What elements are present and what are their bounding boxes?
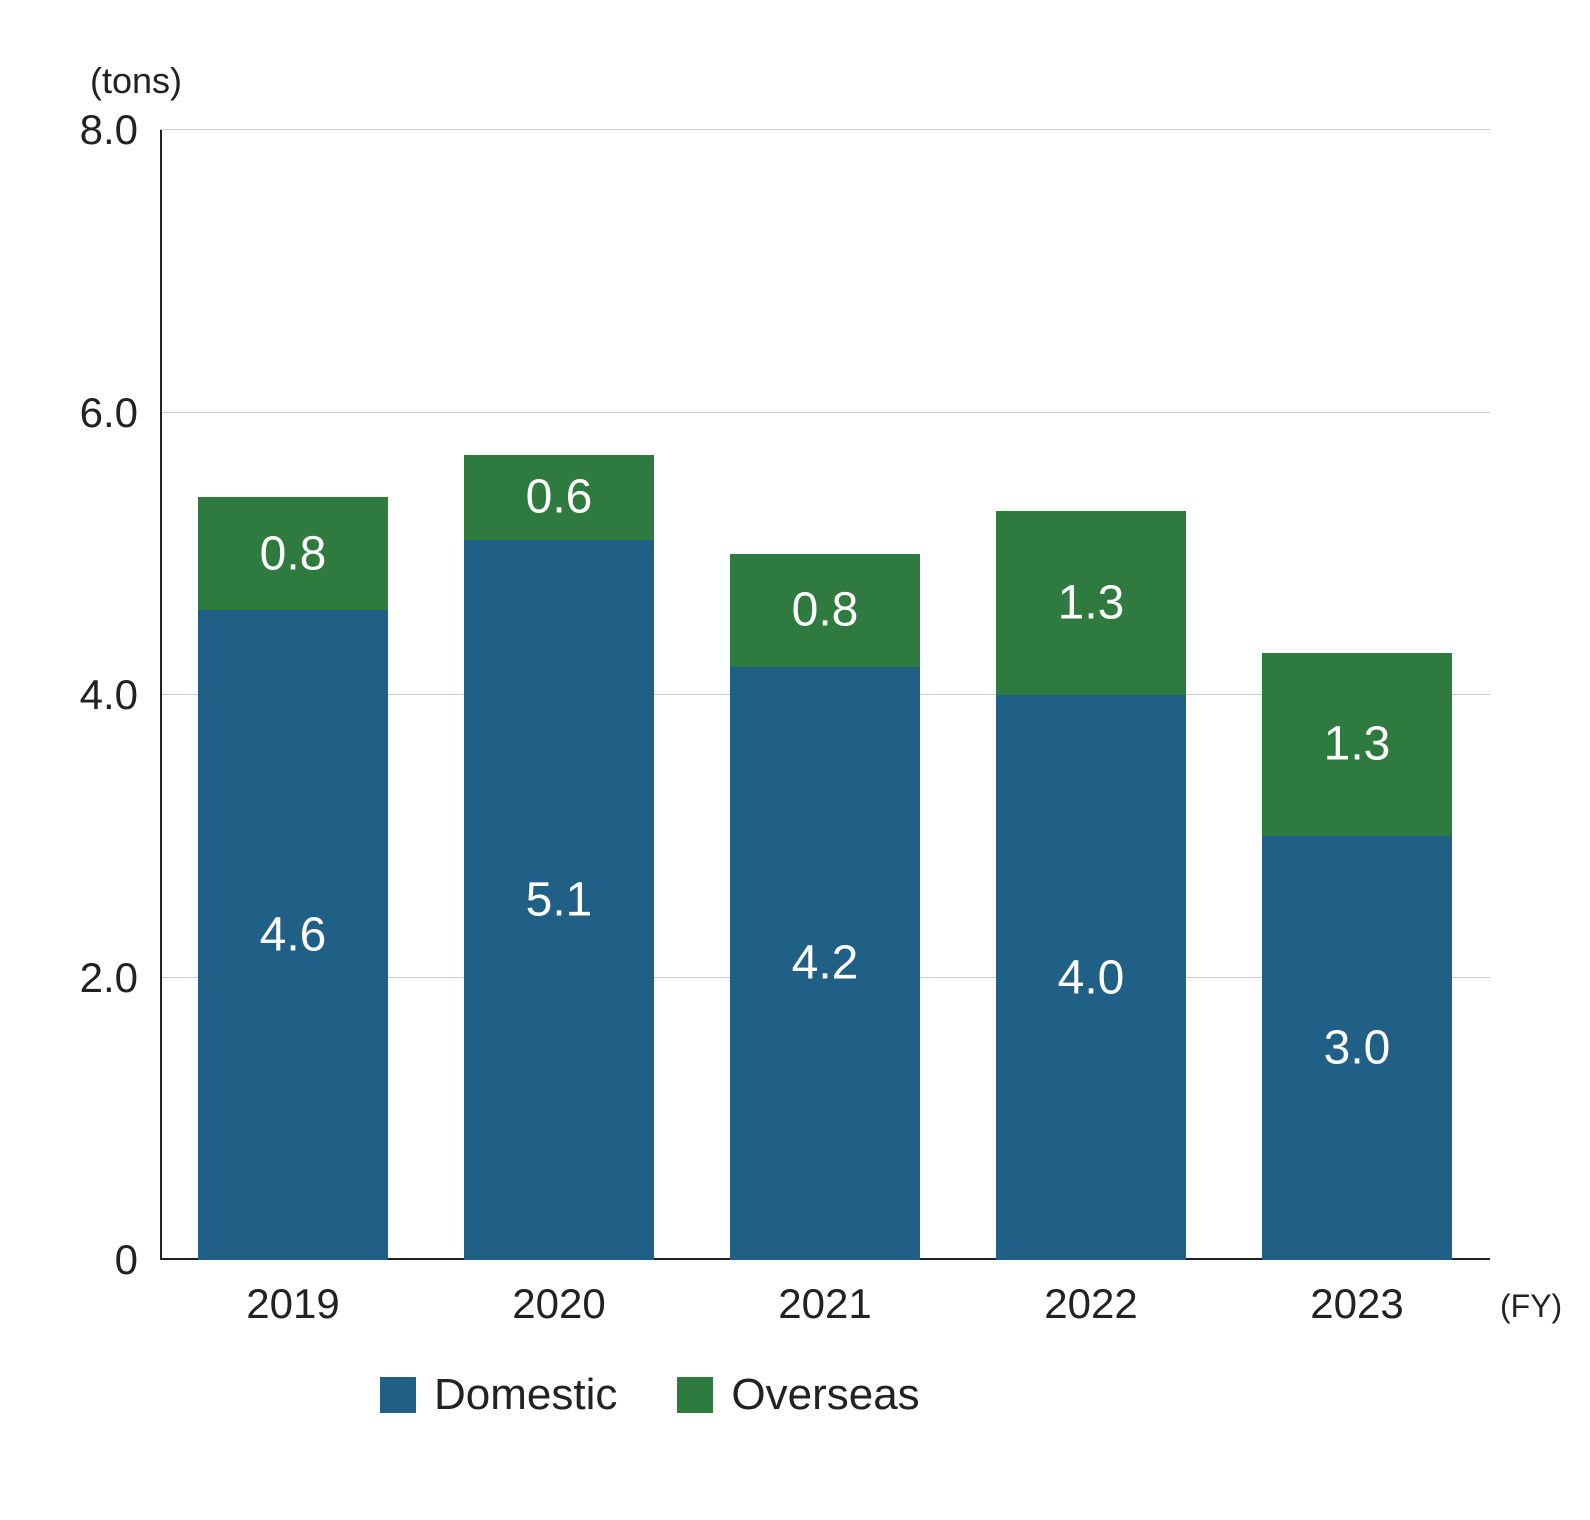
bar-segment-overseas bbox=[996, 511, 1186, 695]
bar-group: 3.01.3 bbox=[1262, 653, 1452, 1260]
y-axis-line bbox=[160, 130, 162, 1260]
y-tick-label: 4.0 bbox=[80, 671, 138, 719]
legend-item-overseas: Overseas bbox=[677, 1370, 919, 1420]
x-tick-label: 2020 bbox=[512, 1280, 605, 1328]
y-tick-label: 0 bbox=[115, 1236, 138, 1284]
x-tick-label: 2021 bbox=[778, 1280, 871, 1328]
legend-label: Overseas bbox=[731, 1370, 919, 1420]
gridline bbox=[160, 412, 1490, 413]
legend: Domestic Overseas bbox=[380, 1370, 920, 1420]
legend-item-domestic: Domestic bbox=[380, 1370, 617, 1420]
y-axis-unit: (tons) bbox=[90, 60, 182, 102]
plot-area: 02.04.06.08.04.60.820195.10.620204.20.82… bbox=[160, 130, 1490, 1260]
bar-segment-domestic bbox=[1262, 836, 1452, 1260]
bar-group: 5.10.6 bbox=[464, 455, 654, 1260]
bar-segment-domestic bbox=[730, 667, 920, 1260]
bar-segment-domestic bbox=[996, 695, 1186, 1260]
bar-segment-domestic bbox=[464, 540, 654, 1260]
legend-label: Domestic bbox=[434, 1370, 617, 1420]
y-tick-label: 2.0 bbox=[80, 954, 138, 1002]
legend-swatch-icon bbox=[677, 1377, 713, 1413]
bar-group: 4.60.8 bbox=[198, 497, 388, 1260]
x-tick-label: 2019 bbox=[246, 1280, 339, 1328]
x-tick-label: 2022 bbox=[1044, 1280, 1137, 1328]
y-tick-label: 8.0 bbox=[80, 106, 138, 154]
bar-segment-overseas bbox=[730, 554, 920, 667]
bar-group: 4.01.3 bbox=[996, 511, 1186, 1260]
x-tick-label: 2023 bbox=[1310, 1280, 1403, 1328]
legend-swatch-icon bbox=[380, 1377, 416, 1413]
y-tick-label: 6.0 bbox=[80, 389, 138, 437]
stacked-bar-chart: (tons) (FY) 02.04.06.08.04.60.820195.10.… bbox=[0, 0, 1590, 1520]
bar-segment-overseas bbox=[464, 455, 654, 540]
x-axis-unit: (FY) bbox=[1500, 1288, 1562, 1325]
bar-segment-domestic bbox=[198, 610, 388, 1260]
bar-segment-overseas bbox=[1262, 653, 1452, 837]
gridline bbox=[160, 129, 1490, 130]
bar-segment-overseas bbox=[198, 497, 388, 610]
bar-group: 4.20.8 bbox=[730, 554, 920, 1260]
